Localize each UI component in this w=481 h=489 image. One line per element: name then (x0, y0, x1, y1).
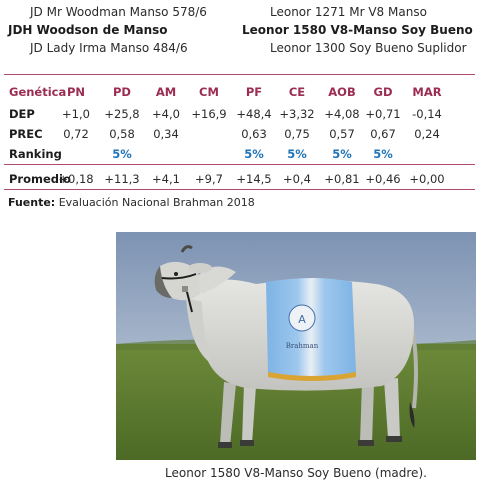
table-cell: 0,67 (370, 127, 396, 141)
table-cell: 0,58 (109, 127, 135, 141)
table-cell: 5% (287, 147, 307, 161)
sire: JDH Woodson de Manso (8, 23, 168, 37)
column-header: AM (155, 85, 177, 99)
table-cell: +48,4 (236, 107, 272, 121)
column-header: AOB (328, 85, 356, 99)
table-cell: +11,3 (104, 172, 140, 186)
table-cell: 5% (112, 147, 132, 161)
table-cell: -0,14 (412, 107, 442, 121)
column-header: CM (199, 85, 219, 99)
table-cell: 0,63 (241, 127, 267, 141)
column-header: PF (245, 85, 263, 99)
source-note: Fuente: Evaluación Nacional Brahman 2018 (8, 196, 255, 209)
table-cell: +4,1 (152, 172, 180, 186)
table-cell: +3,32 (279, 107, 315, 121)
column-header: MAR (412, 85, 442, 99)
column-header: PN (66, 85, 86, 99)
table-top-divider (4, 74, 475, 75)
table-cell: +0,18 (58, 172, 94, 186)
table-bottom-divider (4, 189, 475, 190)
table-cell: +0,81 (324, 172, 360, 186)
table-cell: 0,75 (284, 127, 310, 141)
pedigree: JD Mr Woodman Manso 578/6 JDH Woodson de… (0, 4, 481, 58)
table-cell: 0,72 (63, 127, 89, 141)
table-cell: +14,5 (236, 172, 272, 186)
table-cell: 5% (373, 147, 393, 161)
header-label: Genética (9, 85, 67, 99)
column-header: PD (113, 85, 131, 99)
dam-dam: Leonor 1300 Soy Bueno Suplidor (270, 41, 467, 55)
table-cell: +4,08 (324, 107, 360, 121)
table-cell: 0,34 (153, 127, 179, 141)
table-cell: +0,46 (365, 172, 401, 186)
table-cell: +4,0 (152, 107, 180, 121)
column-header: CE (288, 85, 306, 99)
photo-caption: Leonor 1580 V8-Manso Soy Bueno (madre). (165, 466, 427, 480)
row-label-dep: DEP (9, 107, 35, 121)
table-cell: +25,8 (104, 107, 140, 121)
table-cell: +0,00 (409, 172, 445, 186)
table-cell: 5% (332, 147, 352, 161)
source-label: Fuente: (8, 196, 56, 209)
table-cell: +16,9 (191, 107, 227, 121)
table-cell: +0,71 (365, 107, 401, 121)
blanket-text: Brahman (286, 342, 319, 350)
table-cell: +9,7 (195, 172, 223, 186)
sire-dam: JD Lady Irma Manso 484/6 (30, 41, 188, 55)
cow-illustration: A Brahman (116, 232, 476, 460)
table-mid-divider (4, 164, 475, 165)
row-label-ranking: Ranking (9, 147, 62, 161)
cow-photo: A Brahman (116, 232, 476, 460)
row-label-prec: PREC (9, 127, 43, 141)
table-cell: 0,24 (414, 127, 440, 141)
svg-text:A: A (298, 313, 306, 326)
table-cell: 5% (244, 147, 264, 161)
genetics-table: Genética PN PD AM CM PF CE AOB GD MAR DEP PREC R… (0, 80, 481, 190)
source-text: Evaluación Nacional Brahman 2018 (55, 196, 255, 209)
table-cell: 0,57 (329, 127, 355, 141)
sire-sire: JD Mr Woodman Manso 578/6 (30, 5, 207, 19)
table-cell: +0,4 (283, 172, 311, 186)
dam: Leonor 1580 V8-Manso Soy Bueno (242, 23, 473, 37)
table-cell: +1,0 (62, 107, 90, 121)
dam-sire: Leonor 1271 Mr V8 Manso (270, 5, 427, 19)
column-header: GD (373, 85, 393, 99)
row-label-promedio: Promedio (9, 172, 71, 186)
